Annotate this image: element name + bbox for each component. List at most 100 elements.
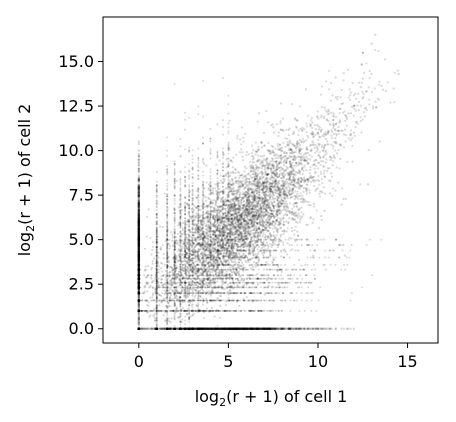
data-point [265,179,268,183]
data-point [206,196,210,199]
data-point [308,189,311,192]
data-point [259,155,262,158]
data-point [166,264,169,267]
data-point [229,289,232,292]
data-point [367,149,370,152]
data-point [326,167,330,170]
data-point [305,152,308,155]
data-point [205,236,208,240]
data-point [175,273,178,276]
data-point [303,128,306,131]
data-point [197,242,200,245]
data-point [305,131,308,134]
data-point [319,155,322,159]
data-point [195,228,198,231]
data-point [215,274,218,277]
data-point [184,239,187,242]
data-point [210,254,213,257]
data-point [236,283,239,287]
data-point [307,136,310,139]
data-point [215,228,218,231]
data-point [147,208,150,211]
data-point [152,292,155,295]
data-point [301,137,305,140]
data-point [308,154,311,157]
data-point [211,200,214,203]
data-point [201,280,204,284]
data-point [275,229,278,232]
data-point [191,259,194,262]
data-point [228,225,232,229]
data-point [258,197,261,200]
data-point [222,255,225,258]
data-point [257,201,260,204]
data-point [229,209,232,212]
data-point [293,164,296,167]
data-point [278,192,281,195]
data-point [257,148,260,151]
data-point [229,174,232,177]
data-point [189,283,192,287]
data-point [306,178,309,181]
data-point [274,191,277,194]
data-point [225,273,228,276]
data-point [253,247,256,250]
data-point [153,313,156,316]
data-point [171,233,174,236]
data-point [232,246,235,250]
data-point [313,205,316,208]
data-point [294,150,297,153]
data-point [291,152,294,155]
data-point [253,161,256,164]
data-point [260,246,263,250]
data-point [186,261,189,265]
data-point [346,68,350,71]
data-point [201,289,205,292]
data-point [247,227,250,230]
data-point [257,231,260,234]
data-point [244,179,247,182]
data-point [212,216,215,219]
data-point [244,254,247,257]
data-point [272,230,275,233]
data-point [212,210,215,214]
data-point [304,178,307,181]
data-point [181,229,184,232]
data-point [247,212,250,215]
data-point [263,200,266,203]
data-point [240,148,243,151]
data-point [246,217,249,220]
data-point [263,214,266,217]
data-point [336,95,339,98]
data-point [313,146,316,149]
data-point [267,201,270,204]
data-point [318,179,321,183]
data-point [258,207,261,210]
data-point [214,252,217,255]
data-point [346,160,349,163]
data-point [277,221,280,224]
data-point [283,183,286,186]
data-point [254,141,257,144]
data-point [180,290,183,293]
data-point [241,207,245,210]
data-point [230,247,233,250]
data-point [309,158,312,161]
data-point [292,205,296,208]
data-point [241,159,244,162]
data-point [302,213,305,216]
data-point [284,208,288,211]
data-point [277,237,280,240]
data-point [261,254,265,257]
data-point [177,224,180,227]
data-point [300,167,303,171]
data-point [324,150,327,154]
data-point [195,223,199,226]
data-point [212,233,215,236]
data-point [359,86,363,89]
data-point [200,243,203,246]
data-point [329,158,332,162]
data-point [309,125,312,128]
data-point [220,295,223,298]
